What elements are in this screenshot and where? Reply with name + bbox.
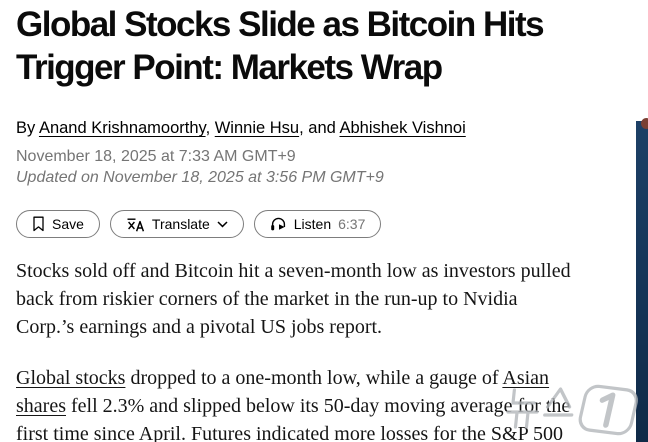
headline-line-1: Global Stocks Slide as Bitcoin Hits [16, 5, 545, 44]
right-edge-panel [636, 118, 648, 442]
chevron-down-icon [217, 220, 228, 227]
updated-timestamp: Updated on November 18, 2025 at 3:56 PM … [16, 169, 384, 186]
timestamps: November 18, 2025 at 7:33 AM GMT+9 Updat… [16, 146, 632, 188]
listen-duration: 6:37 [338, 216, 366, 232]
author-link-1[interactable]: Anand Krishnamoorthy [38, 119, 206, 137]
red-dot-decoration [641, 118, 648, 129]
save-button[interactable]: Save [16, 210, 100, 238]
bookmark-icon [33, 216, 44, 232]
translate-icon [127, 218, 145, 231]
paragraph-2: Global stocks dropped to a one-month low… [16, 364, 632, 442]
byline-separator-1: , [205, 119, 215, 137]
page-title: Global Stocks Slide as Bitcoin Hits Trig… [16, 3, 632, 89]
inline-link[interactable]: shares [16, 395, 66, 417]
author-link-2[interactable]: Winnie Hsu [214, 119, 300, 137]
article-body: Stocks sold off and Bitcoin hit a seven-… [16, 257, 632, 442]
published-timestamp: November 18, 2025 at 7:33 AM GMT+9 [16, 148, 296, 165]
translate-label: Translate [151, 216, 210, 232]
save-label: Save [52, 216, 84, 232]
byline-separator-2: , and [299, 119, 340, 137]
article-toolbar: Save Translate Listen [16, 210, 632, 238]
inline-link[interactable]: Global stocks [16, 367, 126, 389]
byline-prefix: By [16, 119, 39, 137]
inline-link[interactable]: Asian [502, 367, 550, 389]
listen-button[interactable]: Listen 6:37 [253, 210, 382, 238]
headline-line-2: Trigger Point: Markets Wrap [16, 48, 443, 87]
text-run: back from riskier corners of the market … [16, 288, 518, 310]
listen-label: Listen [293, 216, 332, 232]
paragraph-1: Stocks sold off and Bitcoin hit a seven-… [16, 257, 632, 341]
byline: By Anand Krishnamoorthy, Winnie Hsu, and… [16, 117, 632, 139]
text-run: first time since April. Futures indicate… [16, 423, 563, 442]
headphones-icon [270, 217, 285, 231]
text-run: dropped to a one-month low, while a gaug… [125, 367, 503, 389]
translate-button[interactable]: Translate [109, 210, 244, 238]
author-link-3[interactable]: Abhishek Vishnoi [339, 119, 466, 137]
text-run: fell 2.3% and slipped below its 50-day m… [65, 395, 571, 417]
text-run: Stocks sold off and Bitcoin hit a seven-… [16, 260, 571, 282]
text-run: Corp.’s earnings and a pivotal US jobs r… [16, 316, 383, 338]
